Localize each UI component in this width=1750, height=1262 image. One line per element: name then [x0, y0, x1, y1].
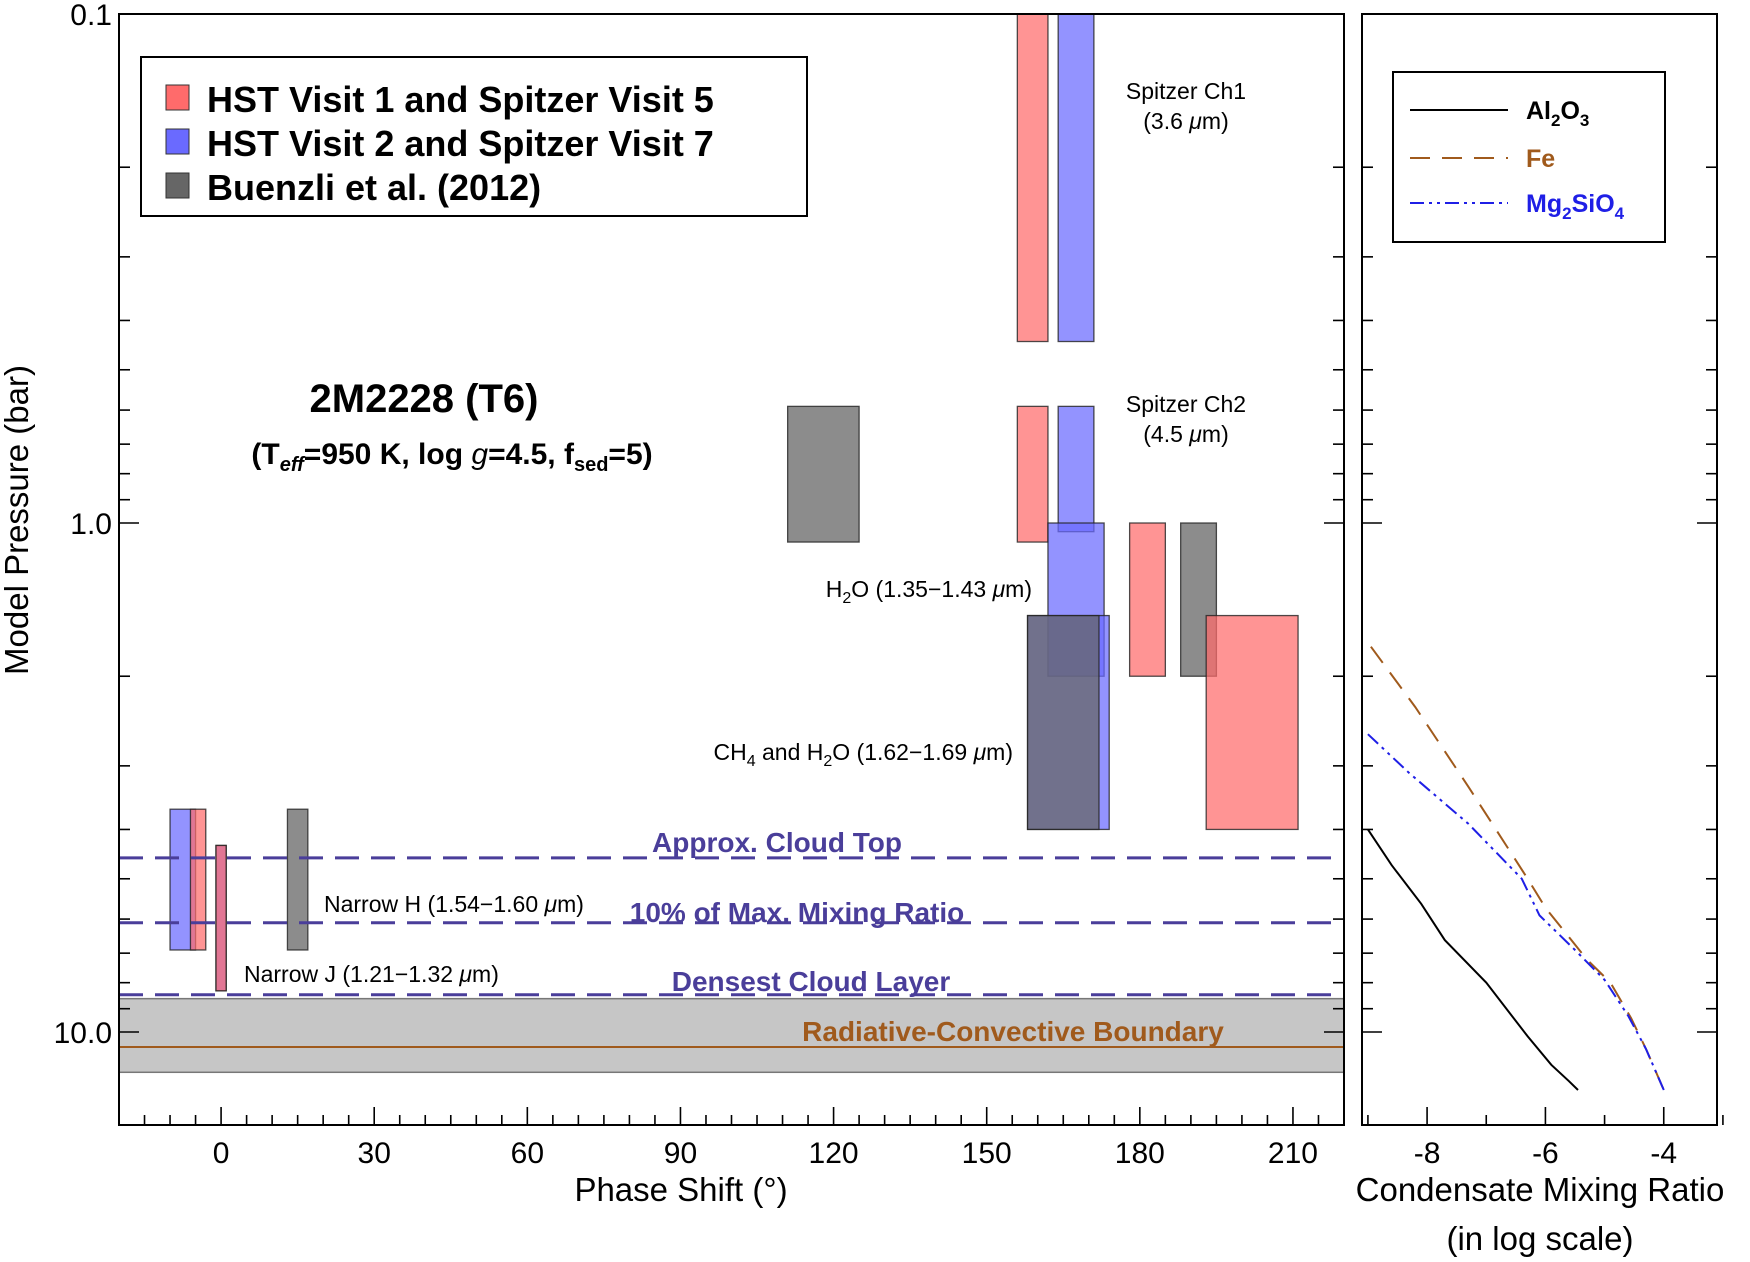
left-xtick-label: 60	[511, 1137, 544, 1170]
right-panel: -8 -6 -4 Al2O3 Fe Mg2SiO4 Condensate Mixin…	[1356, 13, 1725, 1257]
left-xtick-label: 180	[1115, 1137, 1165, 1170]
box-buenzli-10	[1026, 614, 1100, 831]
chart-title: 2M2228 (T6)	[310, 377, 539, 421]
annotation-narrow-h: Narrow H (1.54−1.60 μm)	[324, 891, 584, 917]
legend-label-mg2sio4: Mg2SiO4	[1526, 190, 1625, 223]
left-ytick-label: 10.0	[54, 1017, 112, 1050]
legend: HST Visit 1 and Spitzer Visit 5 HST Visi…	[140, 56, 808, 217]
x-axis-label: Phase Shift (°)	[574, 1171, 787, 1208]
left-xtick-label: 150	[962, 1137, 1012, 1170]
annotation-narrow-j: Narrow J (1.21−1.32 μm)	[244, 961, 499, 987]
rcb-band	[119, 997, 1344, 1074]
left-ytick-label: 1.0	[70, 508, 112, 541]
box-visit1-6	[1128, 522, 1167, 677]
legend-swatch-visit2	[165, 128, 190, 155]
annotation-spitzer-ch2: Spitzer Ch2	[1126, 391, 1246, 417]
right-x-axis-label-line1: Condensate Mixing Ratio	[1356, 1171, 1725, 1208]
legend-label-visit2: HST Visit 2 and Spitzer Visit 7	[207, 123, 714, 164]
chart-subtitle: (Teff=950 K, log g=4.5, fsed=5)	[251, 438, 652, 476]
box-visit1-15	[215, 844, 227, 992]
box-buenzli-13	[286, 808, 309, 951]
left-xtick-label: 90	[664, 1137, 697, 1170]
annotation-spitzer-ch1-wavelength: (3.6 μm)	[1143, 108, 1228, 134]
left-plot-frame	[118, 13, 1345, 1126]
curve-al2o3	[1367, 828, 1579, 1091]
legend-swatch-buenzli	[165, 172, 190, 199]
box-visit1-2	[1016, 405, 1049, 543]
right-xtick-label: -4	[1650, 1137, 1677, 1170]
box-visit1-8	[1205, 614, 1299, 831]
legend-swatch-visit1	[165, 84, 190, 111]
right-xtick-label: -6	[1532, 1137, 1559, 1170]
rcb-band-layer	[119, 997, 1344, 1074]
box-visit2-1	[1057, 14, 1095, 343]
refline-label-cloud-top: Approx. Cloud Top	[652, 827, 902, 858]
left-xtick-label: 120	[809, 1137, 859, 1170]
box-buenzli-4	[786, 405, 860, 543]
right-legend: Al2O3 Fe Mg2SiO4	[1392, 71, 1666, 243]
annotation-spitzer-ch1: Spitzer Ch1	[1126, 78, 1246, 104]
legend-label-fe: Fe	[1526, 145, 1555, 173]
condensate-curves	[1367, 646, 1665, 1091]
annotation-spitzer-ch2-wavelength: (4.5 μm)	[1143, 421, 1228, 447]
right-axis-ticks: -8 -6 -4	[1362, 13, 1724, 1170]
y-axis-label: Model Pressure (bar)	[0, 365, 35, 675]
refline-label-densest-layer: Densest Cloud Layer	[672, 966, 951, 997]
annotation-h2o: H2O (1.35−1.43 μm)	[826, 576, 1032, 607]
annotation-ch4-h2o: CH4 and H2O (1.62−1.69 μm)	[713, 739, 1013, 770]
right-legend-frame	[1392, 71, 1666, 243]
left-panel: 0.1 1.0 10.0 0 30 60 90 120 150 180 210 Approx. Cl…	[0, 0, 1345, 1208]
box-visit1-12	[189, 808, 207, 951]
left-xtick-label: 210	[1268, 1137, 1318, 1170]
left-axis-ticks: 0.1 1.0 10.0 0 30 60 90 120 150 180 210	[54, 0, 1344, 1170]
legend-label-visit1: HST Visit 1 and Spitzer Visit 5	[207, 79, 714, 120]
range-boxes	[169, 14, 1299, 992]
refline-label-rcb: Radiative-Convective Boundary	[802, 1016, 1224, 1047]
curve-mg2sio4	[1367, 733, 1665, 1091]
right-xtick-label: -8	[1414, 1137, 1441, 1170]
left-xtick-label: 30	[358, 1137, 391, 1170]
left-xtick-label: 0	[213, 1137, 230, 1170]
box-visit2-3	[1057, 405, 1095, 533]
refline-label-mixing-ratio: 10% of Max. Mixing Ratio	[630, 897, 965, 928]
legend-label-buenzli: Buenzli et al. (2012)	[207, 167, 541, 208]
right-plot-frame	[1361, 13, 1718, 1126]
reference-lines	[119, 856, 1344, 997]
legend-label-al2o3: Al2O3	[1526, 97, 1589, 130]
legend-frame	[140, 56, 808, 217]
box-visit1-0	[1016, 14, 1049, 343]
right-x-axis-label-line2: (in log scale)	[1446, 1220, 1633, 1257]
left-ytick-label: 0.1	[70, 0, 112, 32]
